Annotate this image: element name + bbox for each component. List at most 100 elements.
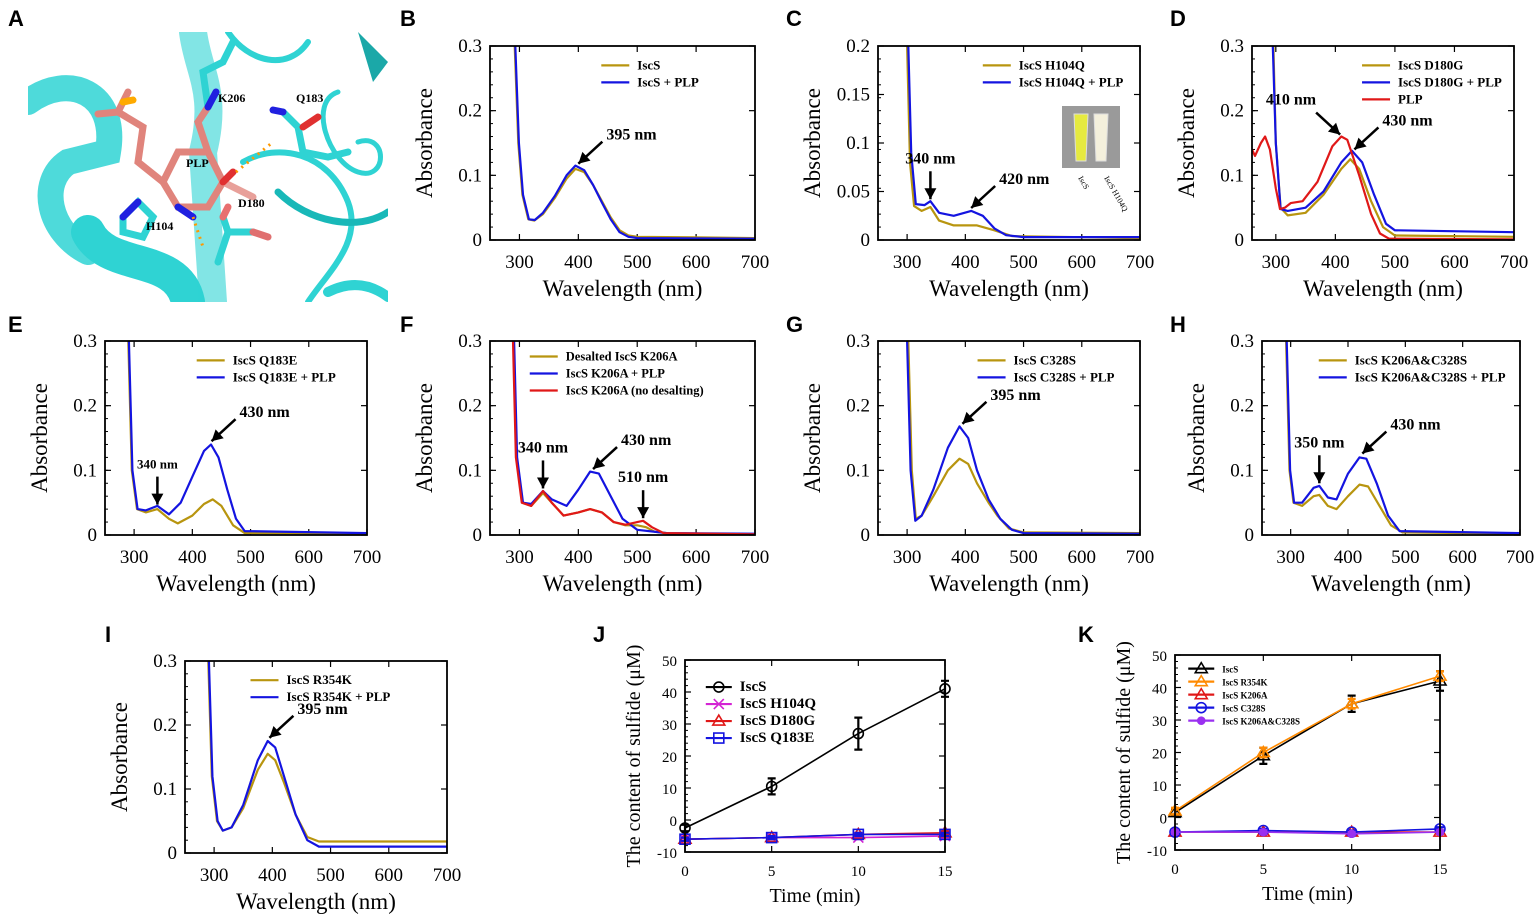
peak-label: 395 nm [990, 387, 1041, 404]
series-iscs-c328s [1169, 823, 1446, 838]
legend-label: IscS H104Q [740, 696, 817, 712]
y-tick-label: 0.2 [1230, 396, 1254, 417]
y-axis-title: Absorbance [1174, 88, 1199, 198]
plot-frame [877, 45, 1141, 241]
x-tick-label: 600 [1440, 252, 1469, 273]
series-iscs-q183e-plp [127, 341, 367, 535]
series-line [514, 46, 755, 240]
arrowhead-icon [269, 725, 282, 738]
series-iscs-plp [514, 46, 755, 240]
legend-item: IscS H104Q + PLP [982, 74, 1124, 89]
x-tick-label: 15 [1433, 862, 1448, 878]
arrowhead-icon [593, 457, 606, 470]
yellow-tube [1073, 113, 1089, 162]
panel-label-k: K [1078, 622, 1094, 647]
y-tick-label: 20 [1152, 747, 1167, 763]
peak-label: 395 nm [606, 127, 657, 144]
peak-annotation: 430 nm [592, 432, 672, 470]
peak-annotation: 340 nm [905, 150, 956, 200]
plot-frame [877, 340, 1141, 536]
legend-label: IscS H104Q [1019, 57, 1085, 72]
label-k206: K206 [218, 91, 245, 105]
x-tick-label: 0 [681, 864, 689, 880]
series-line [1252, 135, 1514, 240]
x-tick-label: 600 [1448, 547, 1477, 568]
y-tick-label: 0 [1235, 230, 1245, 251]
y-tick-label: 0.3 [458, 36, 482, 57]
legend-label: IscS C328S [1014, 352, 1077, 367]
chart-f: 300 400 500 600 700 0 0.1 0.2 0.3 Wavelength (nm)… [412, 331, 769, 596]
peak-label: 510 nm [618, 469, 669, 486]
series-line [1285, 341, 1520, 535]
tube-label: IscS [1076, 175, 1091, 191]
legend-label: IscS K206A&C328S + PLP [1355, 369, 1506, 384]
x-axis-title: Time (min) [770, 885, 861, 907]
label-d180: D180 [238, 196, 265, 210]
peak-label: 340 nm [518, 439, 569, 456]
x-tick-label: 400 [1321, 252, 1350, 273]
peak-label: 430 nm [1382, 112, 1433, 129]
panel-label-f: F [400, 312, 414, 337]
legend-item: IscS K206A&C328S + PLP [1318, 369, 1506, 384]
y-tick-label: 0.2 [458, 396, 482, 417]
legend-label: IscS + PLP [637, 74, 699, 89]
panel-label-h: H [1170, 312, 1186, 337]
legend-marker [712, 681, 725, 693]
photo-background [1062, 106, 1120, 168]
plot-frame [104, 340, 368, 536]
y-tick-label: 0.2 [846, 36, 870, 57]
peak-label: 430 nm [240, 404, 291, 421]
arrowhead-icon [537, 477, 549, 489]
plot-frame [489, 45, 756, 241]
x-tick-label: 300 [505, 547, 534, 568]
y-tick-label: 40 [662, 686, 677, 702]
panel-label-e: E [8, 312, 23, 337]
plot-frame [489, 340, 756, 536]
series-iscs-r354k [1167, 668, 1448, 816]
legend-label: IscS [1222, 665, 1238, 675]
x-tick-label: 5 [1260, 862, 1268, 878]
x-axis-title: Wavelength (nm) [156, 571, 316, 596]
legend-item: IscS [601, 57, 660, 72]
arrowhead-icon [962, 411, 975, 424]
legend-label: IscS H104Q + PLP [1019, 74, 1124, 89]
legend-item: IscS R354K + PLP [250, 689, 390, 704]
legend-label: IscS K206A&C328S [1355, 352, 1467, 367]
arrowhead-icon [637, 507, 650, 519]
x-tick-label: 700 [1506, 547, 1535, 568]
y-tick-label: 10 [1152, 779, 1167, 795]
y-tick-label: 0.2 [1220, 101, 1244, 122]
y-tick-label: 10 [662, 782, 677, 798]
legend-label: IscS Q183E [740, 730, 815, 746]
arrowhead-icon [971, 196, 984, 208]
series-iscs-k206a-c328s-plp [1285, 341, 1520, 535]
peak-annotation: 510 nm [618, 469, 669, 519]
y-tick-label: 0 [1160, 812, 1168, 828]
label-plp: PLP [186, 156, 209, 170]
y-axis-title: Absorbance [800, 383, 825, 493]
x-tick-label: 300 [1262, 252, 1291, 273]
x-tick-label: 700 [741, 252, 770, 273]
y-tick-label: 0 [861, 525, 871, 546]
legend-item: IscS K206A [1188, 687, 1268, 701]
error-bar [854, 831, 863, 838]
legend-marker [713, 698, 725, 710]
arrowhead-icon [1354, 137, 1367, 150]
y-tick-label: 0.05 [837, 182, 870, 203]
y-tick-label: 0.3 [458, 331, 482, 352]
y-tick-label: 50 [1152, 649, 1167, 665]
peak-annotation: 340 nm [137, 457, 178, 505]
y-tick-label: 0 [168, 843, 178, 864]
label-h104: H104 [146, 219, 173, 233]
peak-annotation: 430 nm [1361, 417, 1441, 455]
peak-annotation: 350 nm [1294, 434, 1345, 484]
peak-annotation: 395 nm [577, 127, 657, 165]
x-tick-label: 300 [120, 547, 149, 568]
series-line [127, 341, 367, 535]
y-tick-label: 0.1 [458, 460, 482, 481]
panel-label-b: B [400, 6, 416, 31]
series-plp [1252, 135, 1514, 240]
legend-item: IscS [1188, 661, 1238, 675]
x-axis-title: Wavelength (nm) [236, 889, 396, 914]
